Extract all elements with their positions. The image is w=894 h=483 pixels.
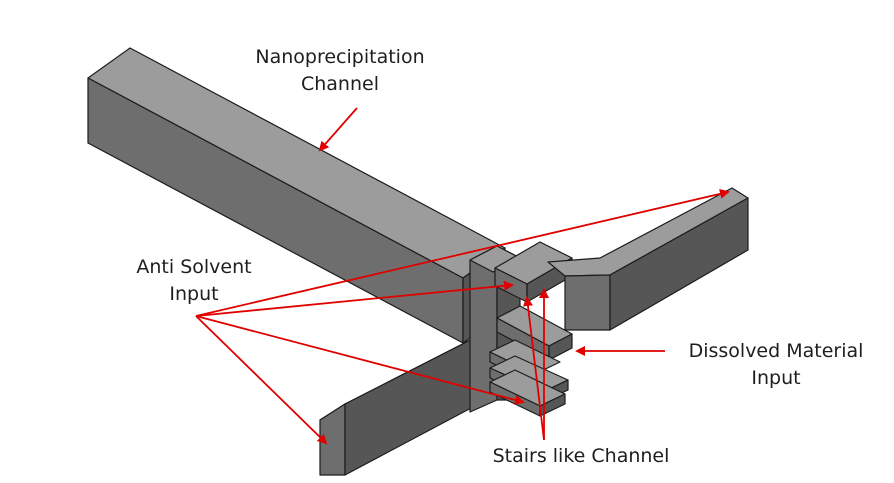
stairs-like-channel-label: Stairs like Channel [476,443,686,470]
anti-solvent-label-line2: Input [169,283,219,305]
stairs-like-channel [489,339,569,417]
dissolved-label-line2: Input [751,367,801,389]
nanoprecipitation-channel-label: Nanoprecipitation Channel [240,44,440,98]
nanoprecipitation-arrow [318,107,358,152]
stairs-arrows [522,288,549,441]
nanoprecipitation-label-line2: Channel [300,73,379,95]
anti-solvent-label-line1: Anti Solvent [136,256,252,278]
nanoprecipitation-label-line1: Nanoprecipitation [255,46,425,68]
stairs-label-line1: Stairs like Channel [492,445,670,467]
lower-anti-solvent-arm [319,329,491,476]
right-anti-solvent-arm [547,187,749,331]
dissolved-label-line1: Dissolved Material [688,340,864,362]
dissolved-material-input-label: Dissolved Material Input [668,338,884,392]
anti-solvent-arrows [195,188,730,445]
anti-solvent-input-label: Anti Solvent Input [112,254,276,308]
